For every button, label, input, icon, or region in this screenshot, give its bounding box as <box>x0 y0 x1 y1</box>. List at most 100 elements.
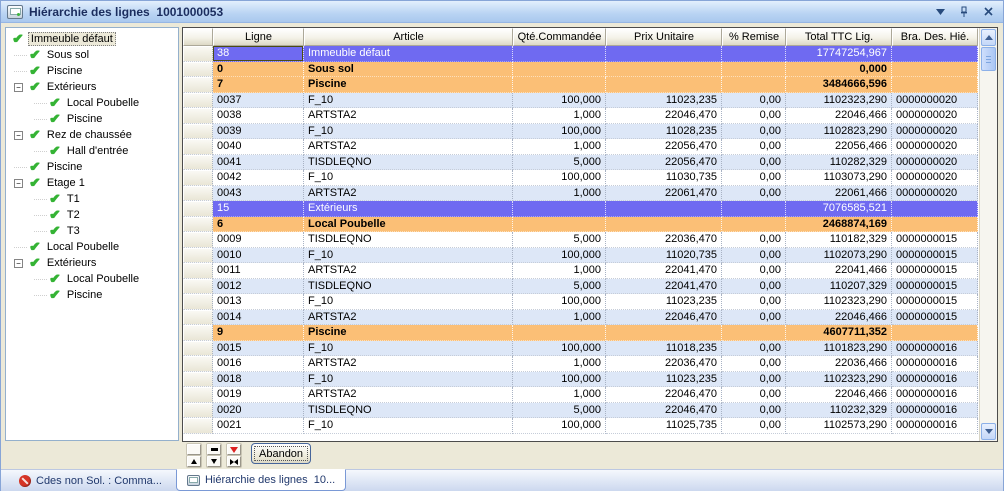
cell-remise[interactable]: 0,00 <box>722 247 786 263</box>
row-selector[interactable] <box>183 371 213 387</box>
cell-ligne[interactable]: 0038 <box>213 108 304 124</box>
vertical-scrollbar[interactable] <box>979 28 997 441</box>
cell-bra[interactable]: 0000000016 <box>892 340 978 356</box>
cell-qte[interactable]: 100,000 <box>513 294 606 310</box>
row-selector[interactable] <box>183 263 213 279</box>
cell-article[interactable]: Piscine <box>304 77 513 93</box>
cell-bra[interactable]: 0000000016 <box>892 356 978 372</box>
cell-remise[interactable]: 0,00 <box>722 139 786 155</box>
cell-remise[interactable] <box>722 325 786 341</box>
pin-icon[interactable] <box>955 4 973 20</box>
cell-bra[interactable]: 0000000016 <box>892 387 978 403</box>
cell-qte[interactable]: 1,000 <box>513 356 606 372</box>
cell-article[interactable]: Local Poubelle <box>304 216 513 232</box>
table-row[interactable]: 0011 ARTSTA2 1,000 22041,470 0,00 22041,466 00… <box>183 263 978 279</box>
cell-qte[interactable]: 100,000 <box>513 247 606 263</box>
cell-qte[interactable]: 1,000 <box>513 387 606 403</box>
cell-total[interactable]: 110207,329 <box>786 278 892 294</box>
column-header[interactable]: Total TTC Lig. <box>786 28 892 46</box>
cell-remise[interactable]: 0,00 <box>722 356 786 372</box>
cell-bra[interactable]: 0000000020 <box>892 123 978 139</box>
row-selector[interactable] <box>183 170 213 186</box>
cell-prix[interactable]: 22041,470 <box>606 263 722 279</box>
column-header[interactable]: % Remise <box>722 28 786 46</box>
cell-total[interactable]: 1102323,290 <box>786 92 892 108</box>
cell-article[interactable]: F_10 <box>304 92 513 108</box>
cell-remise[interactable]: 0,00 <box>722 418 786 434</box>
cell-ligne[interactable]: 0016 <box>213 356 304 372</box>
cell-total[interactable]: 1101823,290 <box>786 340 892 356</box>
cell-bra[interactable] <box>892 201 978 217</box>
cell-bra[interactable]: 0000000015 <box>892 294 978 310</box>
cell-prix[interactable] <box>606 61 722 77</box>
tree-item[interactable]: ✔ Piscine <box>6 111 178 127</box>
cell-qte[interactable]: 100,000 <box>513 418 606 434</box>
table-row[interactable]: 0041 TISDLEQNO 5,000 22056,470 0,00 110282,32… <box>183 154 978 170</box>
cell-ligne[interactable]: 0009 <box>213 232 304 248</box>
row-selector[interactable] <box>183 294 213 310</box>
scrollbar-track[interactable] <box>980 71 997 422</box>
cell-ligne[interactable]: 0013 <box>213 294 304 310</box>
cell-bra[interactable]: 0000000020 <box>892 154 978 170</box>
cell-remise[interactable] <box>722 201 786 217</box>
column-header[interactable] <box>183 28 213 46</box>
cell-bra[interactable] <box>892 77 978 93</box>
cell-prix[interactable]: 22046,470 <box>606 309 722 325</box>
cell-prix[interactable]: 22061,470 <box>606 185 722 201</box>
cell-ligne[interactable]: 0019 <box>213 387 304 403</box>
cell-qte[interactable]: 1,000 <box>513 263 606 279</box>
column-header[interactable]: Bra. Des. Hié. <box>892 28 978 46</box>
cell-ligne[interactable]: 0020 <box>213 402 304 418</box>
blank-nav-button[interactable] <box>187 444 201 455</box>
tree-item[interactable]: ✔ Sous sol <box>6 47 178 63</box>
cell-bra[interactable]: 0000000015 <box>892 309 978 325</box>
scrollbar-thumb[interactable] <box>981 47 996 71</box>
tree-item[interactable]: − ✔ Extérieurs <box>6 255 178 271</box>
tree-item[interactable]: ✔ Local Poubelle <box>6 239 178 255</box>
collapse-box-icon[interactable]: − <box>14 178 23 188</box>
cell-remise[interactable] <box>722 46 786 62</box>
bar-nav-button[interactable] <box>207 444 221 455</box>
tree-item[interactable]: − ✔ Etage 1 <box>6 175 178 191</box>
cell-article[interactable]: TISDLEQNO <box>304 278 513 294</box>
cell-prix[interactable] <box>606 201 722 217</box>
tree-item[interactable]: ✔ Immeuble défaut <box>6 31 178 47</box>
cell-total[interactable]: 1102323,290 <box>786 371 892 387</box>
table-row[interactable]: 0012 TISDLEQNO 5,000 22041,470 0,00 110207,32… <box>183 278 978 294</box>
cell-remise[interactable] <box>722 77 786 93</box>
row-selector[interactable] <box>183 92 213 108</box>
cell-prix[interactable]: 11023,235 <box>606 371 722 387</box>
column-header[interactable]: Prix Unitaire <box>606 28 722 46</box>
table-row[interactable]: 0021 F_10 100,000 11025,735 0,00 1102573,290 0… <box>183 418 978 434</box>
tree-item[interactable]: ✔ T3 <box>6 223 178 239</box>
cell-ligne[interactable]: 0010 <box>213 247 304 263</box>
red-triangle-nav-button[interactable] <box>227 444 241 455</box>
cell-article[interactable]: F_10 <box>304 340 513 356</box>
cell-article[interactable]: F_10 <box>304 371 513 387</box>
table-row[interactable]: 0 Sous sol 0,000 <box>183 61 978 77</box>
cell-bra[interactable]: 0000000020 <box>892 108 978 124</box>
cell-total[interactable]: 22061,466 <box>786 185 892 201</box>
cell-article[interactable]: F_10 <box>304 247 513 263</box>
abandon-button[interactable]: Abandon <box>251 443 312 464</box>
cell-ligne[interactable]: 7 <box>213 77 304 93</box>
cell-ligne[interactable]: 9 <box>213 325 304 341</box>
column-header[interactable]: Qté.Commandée <box>513 28 606 46</box>
tree-item[interactable]: ✔ Piscine <box>6 159 178 175</box>
cell-article[interactable]: Extérieurs <box>304 201 513 217</box>
table-row[interactable]: 38 Immeuble défaut 17747254,967 <box>183 46 978 62</box>
cell-remise[interactable]: 0,00 <box>722 371 786 387</box>
up-arrow-nav-button[interactable] <box>187 456 201 467</box>
cell-article[interactable]: ARTSTA2 <box>304 139 513 155</box>
table-row[interactable]: 0013 F_10 100,000 11023,235 0,00 1102323,290 0… <box>183 294 978 310</box>
cell-qte[interactable] <box>513 61 606 77</box>
cell-prix[interactable]: 22056,470 <box>606 154 722 170</box>
cell-qte[interactable] <box>513 77 606 93</box>
cell-ligne[interactable]: 0018 <box>213 371 304 387</box>
cell-ligne[interactable]: 0041 <box>213 154 304 170</box>
column-header[interactable]: Ligne <box>213 28 304 46</box>
row-selector[interactable] <box>183 387 213 403</box>
cell-ligne[interactable]: 6 <box>213 216 304 232</box>
cell-ligne[interactable]: 0015 <box>213 340 304 356</box>
cell-remise[interactable] <box>722 216 786 232</box>
